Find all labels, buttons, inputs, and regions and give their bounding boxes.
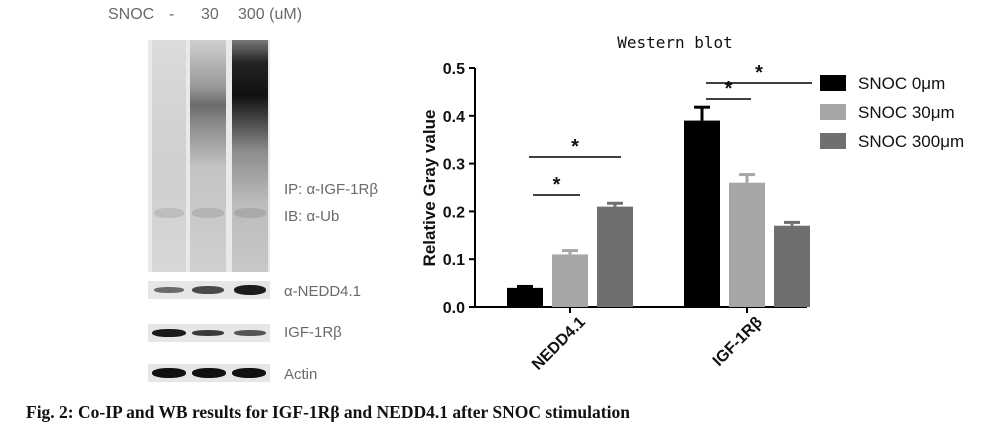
bar-2-2	[729, 182, 765, 307]
y-axis-label: Relative Gray value	[420, 110, 439, 267]
y-tick-label: 0.0	[443, 300, 465, 317]
igf1r-blot-label: IGF-1Rβ	[284, 324, 342, 341]
lane-3-label: 300 (uM)	[238, 6, 303, 23]
legend-label-3: SNOC 300μm	[858, 132, 964, 151]
ib-label: IB: α-Ub	[284, 208, 340, 225]
y-tick-label: 0.2	[443, 204, 465, 221]
snoc-treatment-label: SNOC	[108, 6, 155, 23]
bar-3-1	[597, 206, 633, 307]
legend-swatch-3	[820, 133, 846, 149]
legend-label-2: SNOC 30μm	[858, 103, 955, 122]
legend-label-1: SNOC 0μm	[858, 74, 945, 93]
bar-1-2	[684, 120, 720, 307]
legend-swatch-2	[820, 104, 846, 120]
bar-chart: Western blot Relative Gray value 0.0 0.1 0.2…	[420, 33, 964, 374]
actin-blot-label: Actin	[284, 366, 318, 383]
x-tick-label: IGF-1Rβ	[710, 314, 766, 370]
legend-swatch-1	[820, 75, 846, 91]
significance-nedd4-0-30-marker: *	[553, 174, 561, 196]
x-tick-label: NEDD4.1	[529, 314, 589, 374]
y-tick-label: 0.1	[443, 252, 465, 269]
ubiquitin-blot-image	[148, 40, 270, 272]
nedd4-blot-label: α-NEDD4.1	[284, 283, 362, 300]
igf1r-blot-strip	[148, 324, 270, 342]
actin-blot-strip	[148, 364, 270, 382]
figure-caption: Fig. 2: Co-IP and WB results for IGF-1Rβ…	[26, 402, 630, 422]
significance-igf-0-30-marker: *	[725, 78, 733, 100]
lane-2-label: 30	[201, 6, 219, 23]
y-tick-label: 0.3	[443, 157, 465, 174]
significance-nedd4-0-300-marker: *	[571, 136, 579, 158]
significance-igf-0-300-marker: *	[755, 62, 763, 84]
ip-label: IP: α-IGF-1Rβ	[284, 181, 378, 198]
bar-3-2	[774, 225, 810, 307]
lane-1-label: -	[169, 6, 175, 23]
bar-2-1	[552, 254, 588, 307]
y-tick-label: 0.4	[443, 109, 465, 126]
nedd4-blot-strip	[148, 281, 270, 299]
y-tick-label: 0.5	[443, 61, 465, 78]
chart-title: Western blot	[617, 33, 733, 52]
bar-1-1	[507, 287, 543, 307]
